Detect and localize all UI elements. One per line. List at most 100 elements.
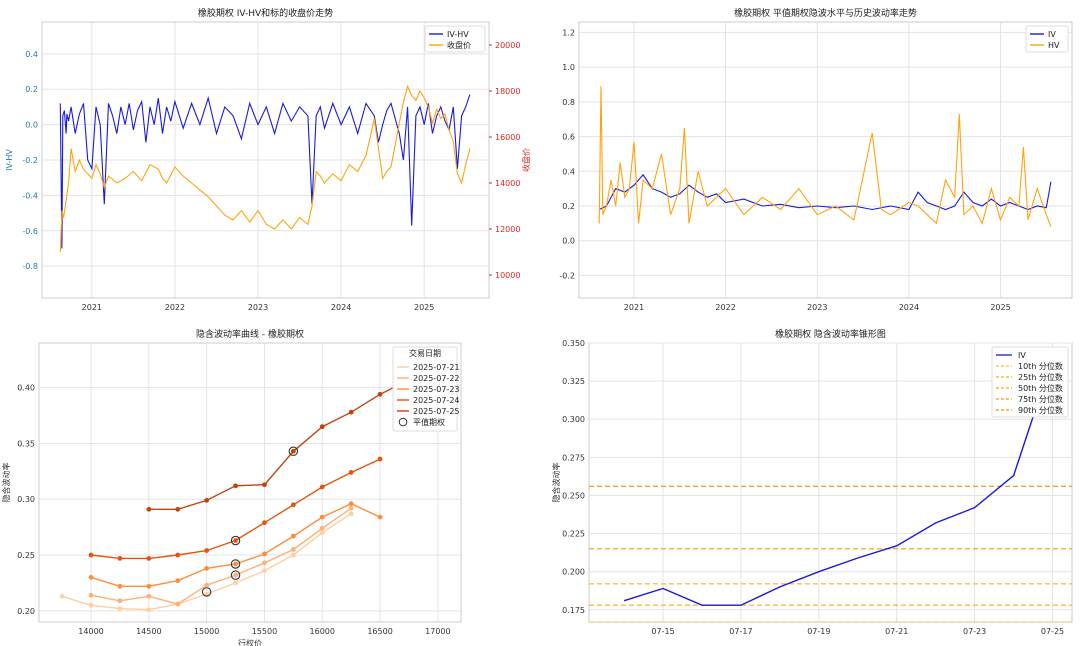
y-right-tick-label: 14000 (495, 179, 520, 188)
legend-label: HV (1048, 41, 1060, 50)
data-point (204, 566, 210, 571)
data-point (290, 502, 296, 508)
x-tick-label: 2025 (990, 303, 1010, 312)
data-point (59, 593, 65, 599)
y-tick-label: 0.325 (562, 377, 585, 386)
data-point (290, 533, 296, 539)
y-tick-label: -0.6 (22, 227, 38, 236)
data-point (348, 505, 354, 511)
atm-marker (230, 559, 241, 569)
data-point (290, 552, 296, 558)
data-point (319, 424, 325, 430)
y-right-tick-label: 20000 (495, 41, 520, 50)
y-tick-label: 1.0 (562, 63, 575, 72)
data-point (175, 578, 181, 584)
legend-label: 2025-07-25 (413, 407, 460, 416)
x-tick-label: 2022 (715, 303, 735, 312)
data-point (262, 551, 267, 557)
y-right-tick-label: 18000 (495, 87, 520, 96)
legend-box (1025, 25, 1069, 53)
data-point (319, 525, 325, 531)
y-axis-label: 隐含波动率 (1, 463, 11, 503)
legend-label: IV-HV (447, 30, 469, 39)
x-tick-label: 2024 (331, 303, 351, 312)
legend-label: 2025-07-24 (413, 396, 460, 405)
legend-box (392, 346, 458, 432)
y-tick-label: 0.2 (562, 202, 575, 211)
data-point (175, 506, 181, 512)
data-point (377, 391, 383, 397)
y-tick-label: -0.8 (22, 262, 38, 271)
data-point (233, 483, 238, 489)
x-tick-label: 2022 (165, 303, 185, 312)
y-tick-label: 0.0 (25, 121, 38, 130)
data-point (233, 580, 238, 586)
y-tick-label: 0.350 (562, 339, 585, 348)
x-axis-label: 行权价 (238, 638, 262, 646)
y-tick-label: -0.2 (22, 156, 38, 165)
y-tick-label: 0.20 (17, 607, 35, 616)
data-point (319, 514, 325, 520)
legend-label: IV (1018, 351, 1026, 360)
legend-label: 2025-07-22 (413, 374, 460, 383)
y-right-tick-label: 12000 (495, 225, 520, 234)
data-point (262, 560, 267, 566)
y-tick-label: 0.0 (562, 237, 575, 246)
series-line (598, 173, 1052, 211)
data-point (88, 552, 94, 558)
y-tick-label: 0.300 (562, 415, 585, 424)
x-tick-label: 16000 (310, 627, 335, 636)
x-tick-label: 14000 (78, 627, 103, 636)
x-tick-label: 16500 (367, 627, 392, 636)
legend-label: 10th 分位数 (1018, 361, 1063, 371)
atm-marker (230, 570, 241, 580)
y-axis-label: 隐含波动率 (551, 463, 561, 503)
data-point (88, 592, 94, 598)
chart-panel-1: 2021 2022 2023 2024 2025 -0.8 -0.6 -0.4 -0.2 0.0 0… (5, 7, 531, 312)
x-tick-label: 07-15 (651, 627, 674, 636)
data-point (204, 548, 210, 553)
x-tick-label: 2023 (807, 303, 827, 312)
data-point (204, 497, 210, 503)
x-tick-label: 2025 (414, 303, 434, 312)
x-tick-label: 15000 (194, 627, 219, 636)
y-tick-label: 0.175 (562, 606, 585, 615)
data-point (146, 506, 152, 512)
series-line (598, 86, 1052, 227)
x-tick-label: 07-17 (729, 627, 752, 636)
data-point (88, 602, 94, 608)
legend-label: 2025-07-21 (413, 363, 460, 372)
data-point (262, 568, 267, 574)
legend-label: 90th 分位数 (1018, 405, 1063, 415)
data-point (117, 555, 123, 561)
data-point (348, 409, 354, 415)
data-point (175, 552, 181, 558)
legend-label: 25th 分位数 (1018, 372, 1063, 382)
x-tick-label: 2021 (82, 303, 102, 312)
legend-label: 75th 分位数 (1018, 394, 1063, 404)
series-line (623, 357, 1054, 606)
legend-label: 2025-07-23 (413, 385, 460, 394)
y-tick-label: 1.2 (562, 28, 575, 37)
data-point (88, 574, 94, 580)
y-tick-label: 0.25 (17, 551, 35, 560)
data-point (117, 583, 123, 589)
plot-frame (578, 21, 1073, 299)
legend-label: 50th 分位数 (1018, 383, 1063, 393)
data-point (204, 582, 210, 588)
y-tick-label: 0.275 (562, 453, 585, 462)
y-tick-label: 0.4 (562, 167, 575, 176)
atm-marker (230, 535, 241, 546)
legend: IV HV (1025, 25, 1069, 53)
y-tick-label: 0.8 (562, 98, 575, 107)
data-point (204, 591, 210, 597)
data-point (319, 530, 325, 536)
y-tick-label: 0.225 (562, 530, 585, 539)
legend: 交易日期 2025-07-21 2025-07-22 2025-07-23 2025-0… (392, 346, 460, 432)
y-right-tick-label: 16000 (495, 133, 520, 142)
series-line (59, 94, 471, 249)
y-tick-label: -0.4 (22, 191, 38, 200)
x-tick-label: 07-19 (807, 627, 830, 636)
